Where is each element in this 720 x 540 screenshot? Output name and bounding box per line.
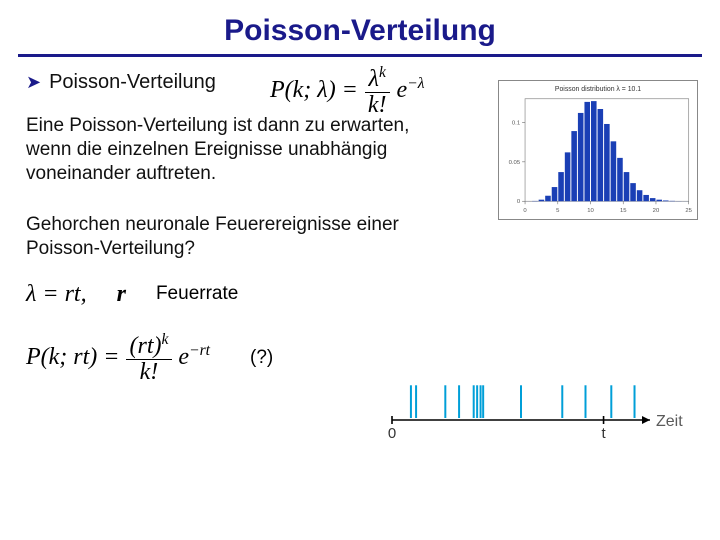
spike-raster-plot: 0 t Zeit xyxy=(378,358,698,448)
svg-text:0.1: 0.1 xyxy=(512,120,520,126)
frac-den: k! xyxy=(364,93,391,118)
page-title: Poisson-Verteilung xyxy=(0,0,720,54)
svg-text:5: 5 xyxy=(556,208,560,214)
formula-e: e xyxy=(397,77,408,103)
bullet-text: Poisson-Verteilung xyxy=(49,71,216,94)
formula2-lhs: P(k; rt) = xyxy=(26,344,120,370)
svg-text:20: 20 xyxy=(653,208,660,214)
svg-text:0: 0 xyxy=(388,425,396,442)
formula2-fraction: (rt)k k! xyxy=(126,332,173,385)
svg-text:0: 0 xyxy=(517,199,521,205)
formula2-e-exp: −rt xyxy=(189,342,210,359)
svg-text:0.05: 0.05 xyxy=(509,160,521,166)
lambda-equation: λ = rt, xyxy=(26,281,87,308)
lambda-row: λ = rt, r Feuerrate xyxy=(26,281,694,308)
formula-poisson-rt: P(k; rt) = (rt)k k! e−rt xyxy=(26,332,210,385)
feuerrate-label: Feuerrate xyxy=(156,283,238,305)
formula-poisson-main: P(k; λ) = λk k! e−λ xyxy=(270,65,424,118)
frac2-num-exp: k xyxy=(162,331,169,348)
formula-fraction: λk k! xyxy=(364,65,391,118)
formula-lhs: P(k; λ) = xyxy=(270,77,358,103)
svg-text:15: 15 xyxy=(620,208,627,214)
lambda-r: r xyxy=(117,281,126,308)
paragraph-2: Gehorchen neuronale Feuerereignisse eine… xyxy=(26,213,446,261)
formula2-e: e xyxy=(178,344,189,370)
svg-text:25: 25 xyxy=(685,208,692,214)
frac-num-base: λ xyxy=(369,66,379,92)
frac2-den: k! xyxy=(136,360,163,385)
frac-num-exp: k xyxy=(379,64,386,81)
question-mark: (?) xyxy=(250,347,273,369)
frac2-num-base: (rt) xyxy=(130,333,162,359)
svg-text:10: 10 xyxy=(587,208,594,214)
poisson-bar-chart: Poisson distribution λ = 10.1 0 5 10 15 20 25 0… xyxy=(498,80,698,220)
svg-text:Poisson distribution λ = 10.: Poisson distribution λ = 10.1 xyxy=(555,86,641,93)
svg-text:Zeit: Zeit xyxy=(656,413,683,430)
formula-e-exp: −λ xyxy=(407,75,424,92)
bullet-icon: ➤ xyxy=(26,72,41,93)
svg-text:t: t xyxy=(601,425,606,442)
svg-text:0: 0 xyxy=(523,208,527,214)
paragraph-1: Eine Poisson-Verteilung ist dann zu erwa… xyxy=(26,114,446,185)
